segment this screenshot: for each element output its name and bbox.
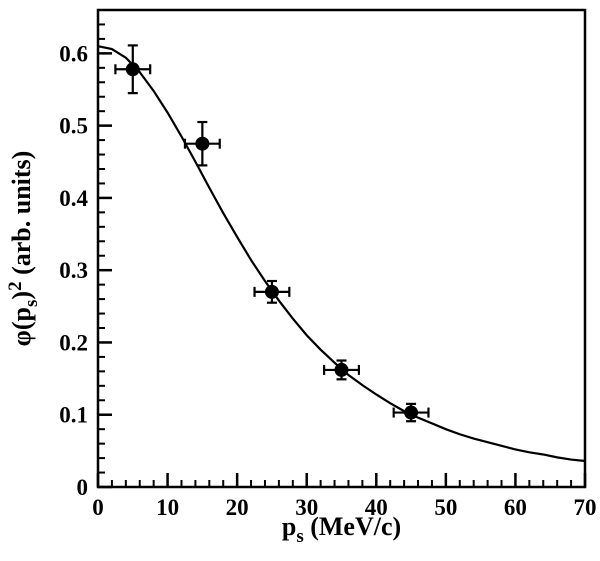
- y-tick-label: 0.1: [59, 403, 88, 428]
- y-tick-label: 0.4: [59, 186, 88, 211]
- x-tick-label: 10: [156, 495, 179, 520]
- y-tick-label: 0.5: [59, 114, 88, 139]
- x-tick-label: 60: [504, 495, 527, 520]
- data-point: [195, 136, 210, 151]
- y-tick-label: 0.2: [59, 330, 88, 355]
- data-point: [404, 405, 419, 420]
- fit-curve: [97, 45, 586, 463]
- x-tick-label: 70: [574, 495, 597, 520]
- y-tick-label: 0.3: [59, 258, 88, 283]
- x-tick-label: 30: [295, 495, 318, 520]
- plot-frame: [96, 8, 587, 489]
- x-axis: 0 10 20 30 40 50 60 70: [92, 473, 597, 520]
- x-tick-label: 0: [92, 495, 104, 520]
- y-axis: 0 0.1 0.2 0.3 0.4 0.5 0.6: [59, 9, 112, 500]
- x-axis-title: ps (MeV/c): [282, 512, 401, 547]
- y-tick-label: 0: [77, 475, 89, 500]
- data-point: [264, 284, 279, 299]
- data-points: [114, 44, 430, 423]
- y-axis-title: φ(ps)2 (arb. units): [5, 151, 42, 347]
- x-tick-label: 50: [434, 495, 457, 520]
- x-tick-label: 20: [226, 495, 249, 520]
- data-point: [125, 62, 140, 77]
- x-tick-label: 40: [365, 495, 388, 520]
- y-tick-label: 0.6: [59, 41, 88, 66]
- data-point: [334, 362, 349, 377]
